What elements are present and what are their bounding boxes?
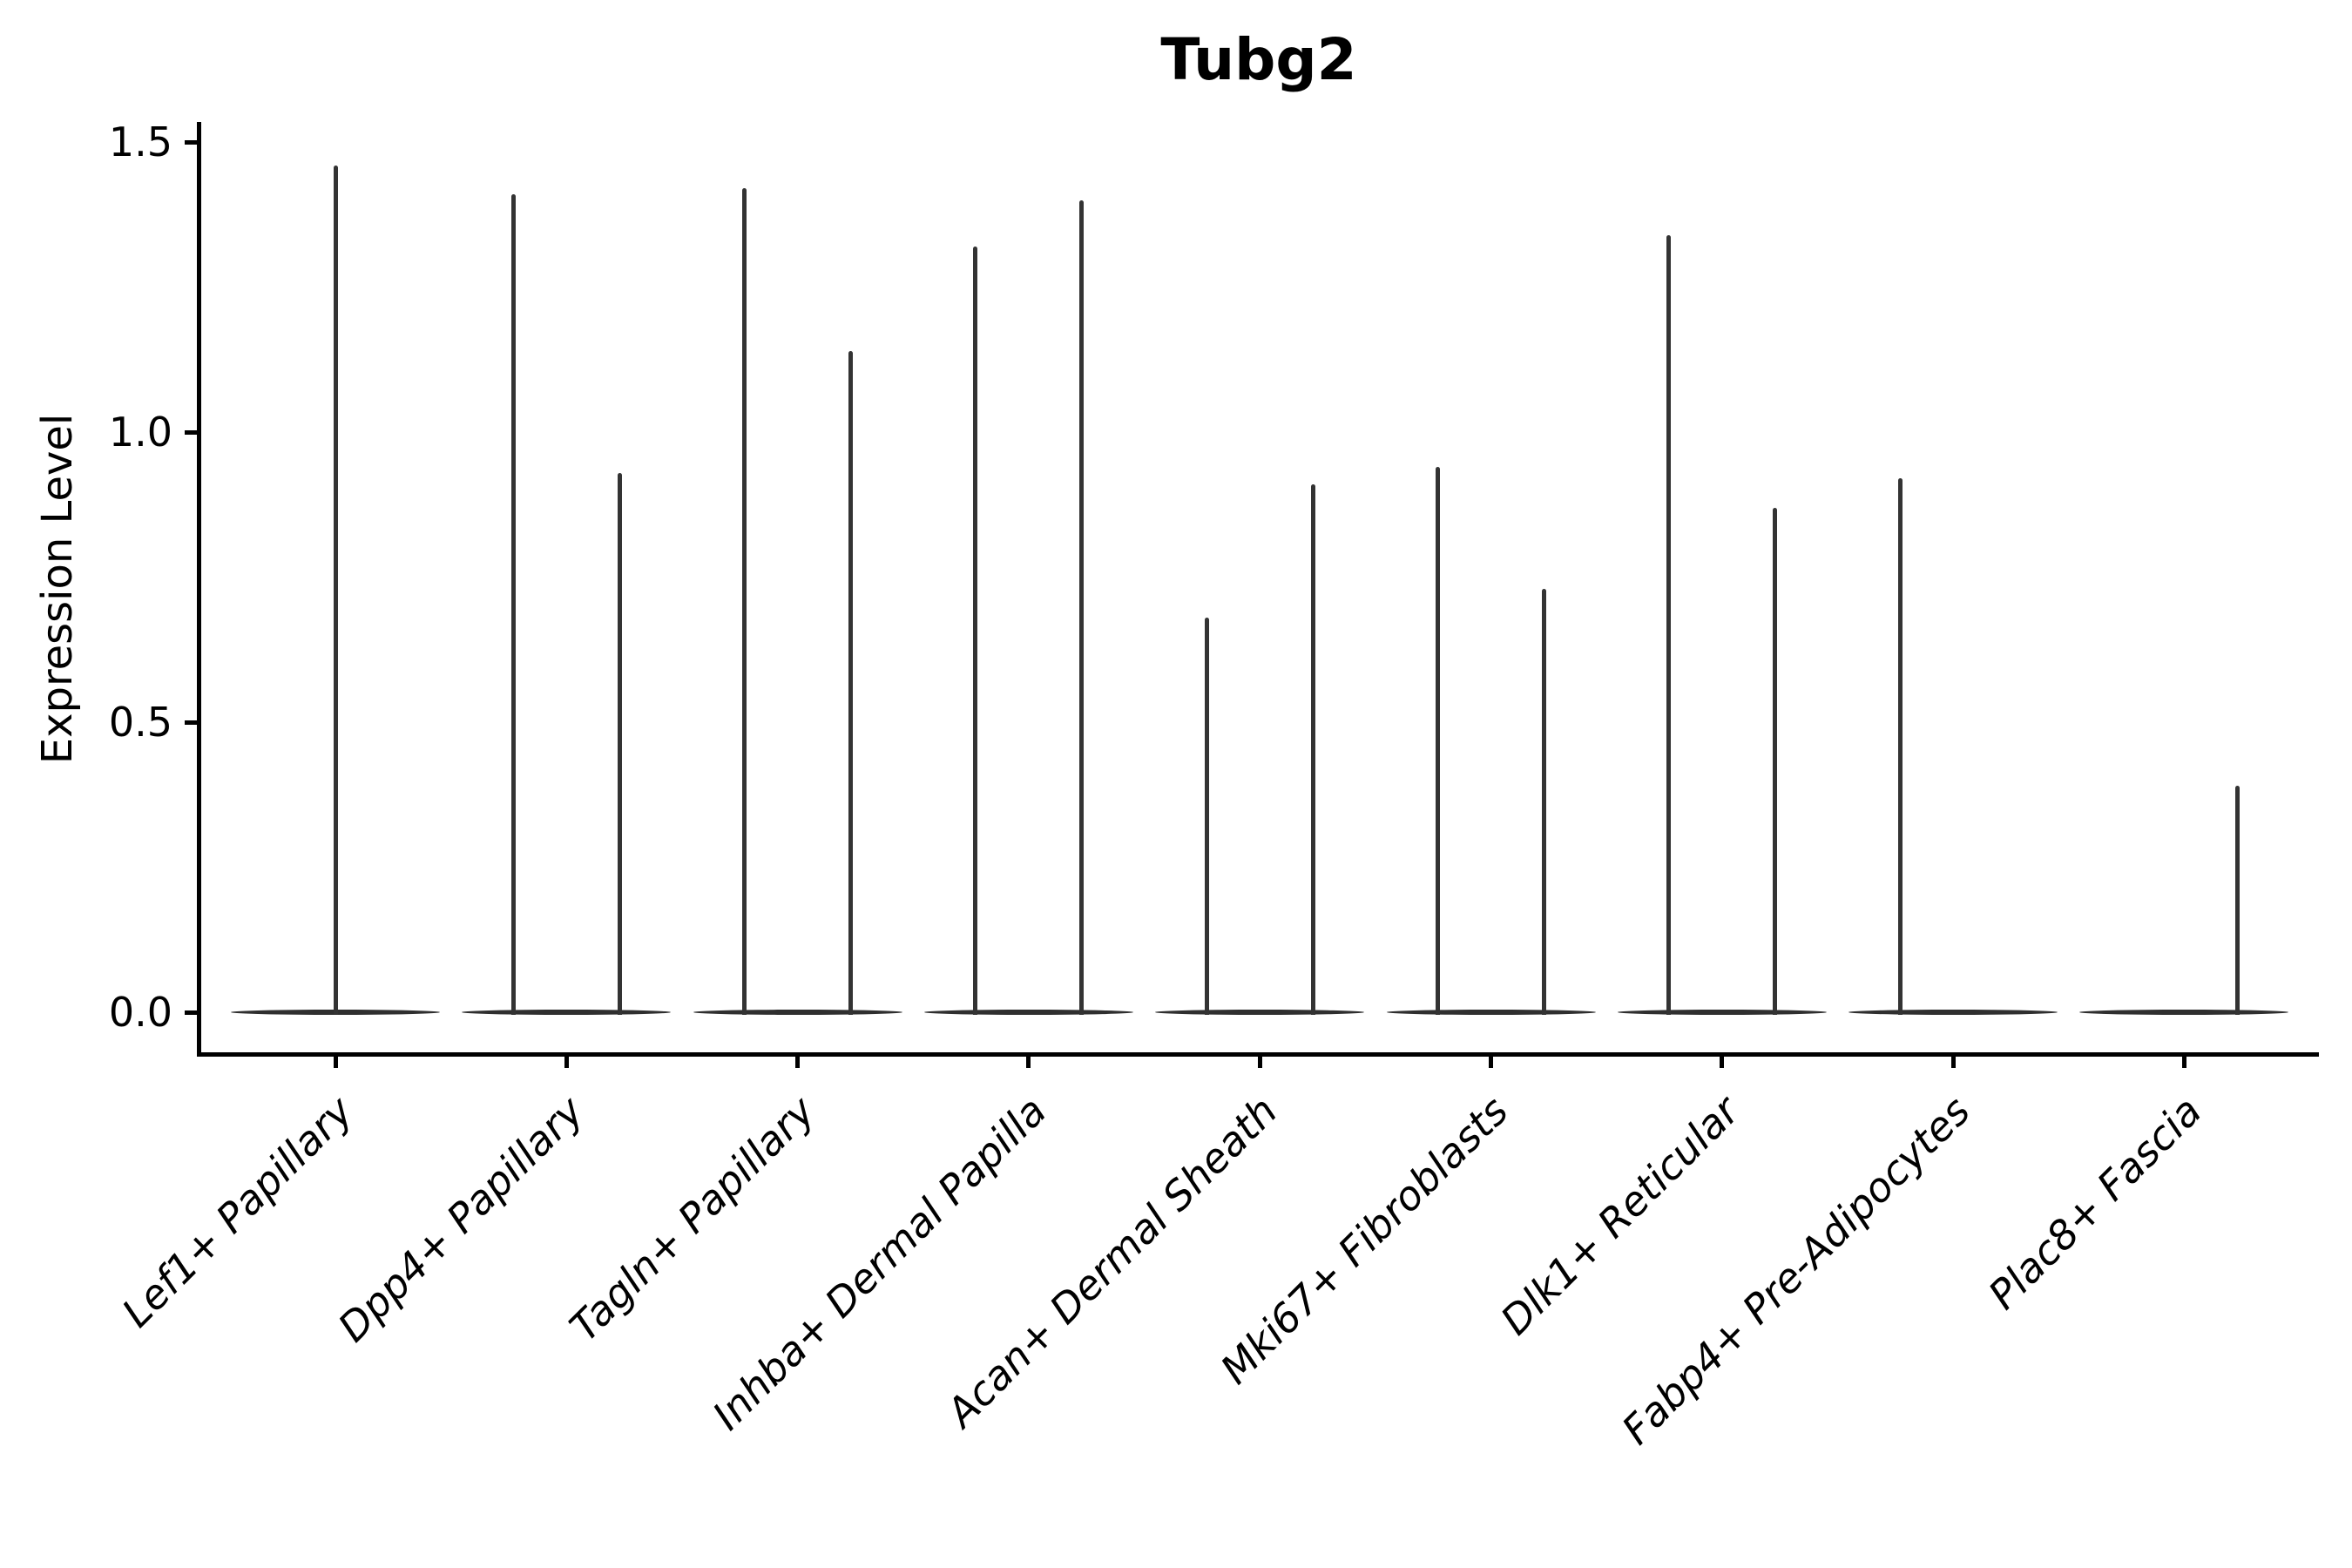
x-tick-mark bbox=[1720, 1056, 1725, 1068]
violin-spike bbox=[2234, 786, 2240, 1015]
y-tick-mark bbox=[185, 429, 197, 435]
violin-spike bbox=[1436, 466, 1440, 1015]
x-tick-mark bbox=[2181, 1056, 2186, 1068]
x-tick-mark bbox=[1950, 1056, 1956, 1068]
violin-base bbox=[462, 1010, 672, 1015]
y-tick-label: 1.0 bbox=[108, 409, 172, 456]
y-tick-mark bbox=[185, 139, 197, 145]
y-axis-spine bbox=[197, 122, 201, 1057]
y-tick-label: 0.0 bbox=[108, 989, 172, 1036]
x-tick-label: Plac8+ Fascia bbox=[1979, 1087, 2211, 1319]
x-tick-mark bbox=[1257, 1056, 1262, 1068]
violin-base bbox=[923, 1010, 1133, 1015]
violin-spike bbox=[742, 188, 747, 1015]
x-tick-label: Dpp4+ Papillary bbox=[328, 1087, 593, 1351]
violin-spike bbox=[1666, 234, 1672, 1015]
violin-base bbox=[1617, 1010, 1827, 1015]
violin-base bbox=[1848, 1010, 2058, 1015]
x-tick-label: Tagln+ Papillary bbox=[560, 1087, 824, 1351]
x-tick-mark bbox=[1489, 1056, 1493, 1068]
violin-spike bbox=[1773, 507, 1778, 1015]
x-axis-spine bbox=[197, 1052, 2319, 1057]
y-tick-label: 1.5 bbox=[108, 118, 172, 166]
x-tick-mark bbox=[795, 1056, 801, 1068]
violin-base bbox=[2079, 1010, 2289, 1015]
violin-spike bbox=[973, 246, 978, 1015]
x-tick-label: Lef1+ Papillary bbox=[112, 1087, 362, 1336]
violin-spike bbox=[848, 350, 854, 1015]
violin-base bbox=[693, 1010, 902, 1015]
violin-spike bbox=[510, 193, 516, 1015]
violin-spike bbox=[1079, 199, 1085, 1015]
violin-base bbox=[1155, 1010, 1365, 1015]
y-tick-mark bbox=[185, 720, 197, 725]
x-tick-mark bbox=[1026, 1056, 1031, 1068]
violin-base bbox=[1386, 1010, 1596, 1015]
violin-spike bbox=[617, 472, 622, 1015]
x-tick-mark bbox=[564, 1056, 569, 1068]
violin-spike bbox=[1897, 478, 1903, 1015]
y-tick-label: 0.5 bbox=[108, 699, 172, 746]
violin-spike bbox=[1204, 618, 1209, 1015]
x-tick-label: Dlk1+ Reticular bbox=[1491, 1087, 1748, 1344]
violin-spike bbox=[1310, 483, 1315, 1015]
violin-spike bbox=[1542, 588, 1546, 1015]
x-tick-mark bbox=[333, 1056, 338, 1068]
y-tick-mark bbox=[185, 1010, 197, 1015]
chart-title: Tubg2 bbox=[1160, 26, 1357, 93]
violin-spike bbox=[333, 165, 338, 1015]
